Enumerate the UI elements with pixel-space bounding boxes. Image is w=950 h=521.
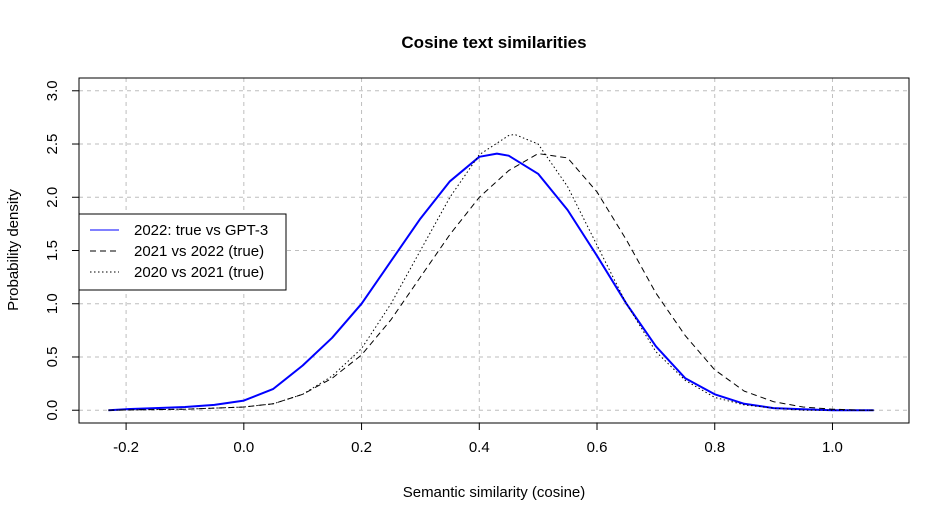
legend-box: [78, 213, 287, 291]
legend-label-1: 2022: true vs GPT-3: [134, 222, 268, 239]
x-tick-label: 0.6: [587, 439, 608, 456]
x-tick-label: 1.0: [822, 439, 843, 456]
x-axis: -0.2 0.0 0.2 0.4 0.6 0.8 1.0: [113, 423, 843, 456]
series-lines: [108, 133, 874, 412]
series-line-1: [108, 152, 874, 412]
x-tick-label: -0.2: [113, 439, 139, 456]
x-tick-label: 0.8: [704, 439, 725, 456]
y-tick-label: 2.0: [44, 187, 61, 208]
legend-label-3: 2020 vs 2021 (true): [134, 264, 264, 281]
y-tick-label: 0.0: [44, 400, 61, 421]
x-tick-label: 0.2: [351, 439, 372, 456]
x-tick-label: 0.4: [469, 439, 490, 456]
y-tick-label: 1.0: [44, 293, 61, 314]
legend-label-2: 2021 vs 2022 (true): [134, 243, 264, 260]
y-tick-label: 2.5: [44, 134, 61, 155]
series-line-2: [108, 153, 874, 411]
y-tick-label: 1.5: [44, 240, 61, 261]
y-tick-label: 3.0: [44, 80, 61, 101]
series-line-3: [108, 133, 874, 411]
y-axis-label: Probability density: [5, 189, 22, 311]
chart-title: Cosine text similarities: [401, 33, 586, 52]
legend: 2022: true vs GPT-3 2021 vs 2022 (true) 20…: [78, 213, 287, 291]
x-axis-label: Semantic similarity (cosine): [403, 484, 586, 501]
y-axis: 0.0 0.5 1.0 1.5 2.0 2.5 3.0: [44, 80, 79, 421]
x-tick-label: 0.0: [233, 439, 254, 456]
y-tick-label: 0.5: [44, 347, 61, 368]
